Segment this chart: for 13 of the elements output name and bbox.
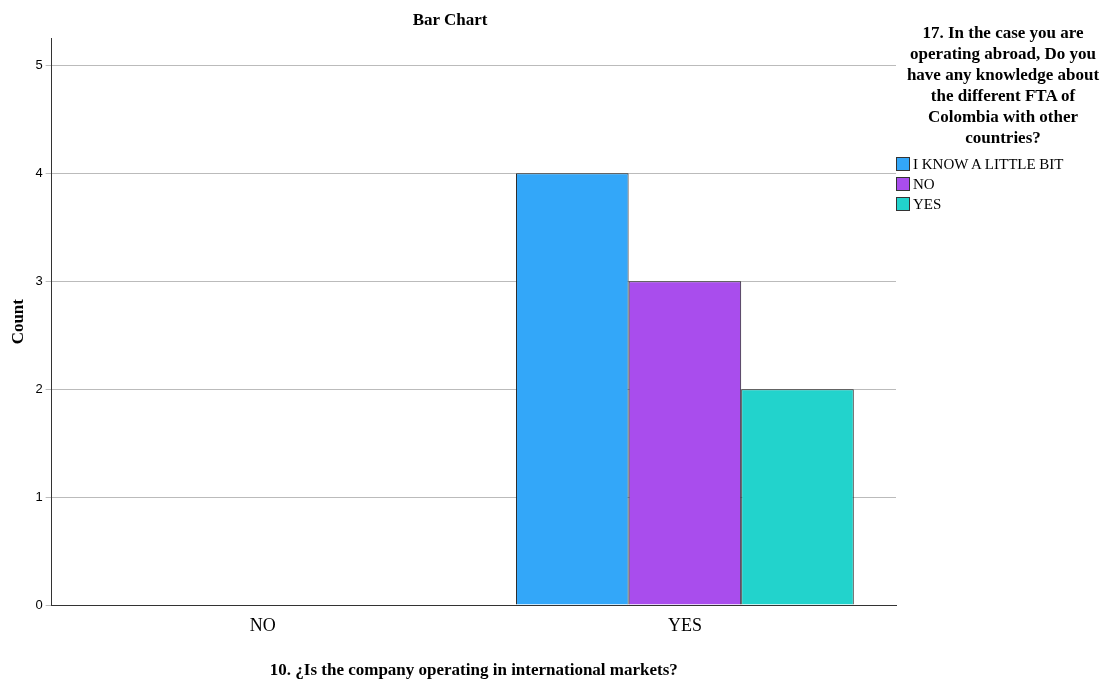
legend-label: I KNOW A LITTLE BIT — [913, 155, 1064, 173]
x-axis-title: 10. ¿Is the company operating in international markets? — [269, 660, 678, 680]
y-tick-label: 3 — [35, 272, 43, 288]
chart-title: Bar Chart — [412, 9, 488, 29]
y-tick-label: 1 — [35, 488, 43, 504]
y-tick-label: 2 — [35, 380, 43, 396]
y-tick-label: 4 — [35, 164, 43, 180]
y-tick-label: 5 — [35, 56, 43, 72]
legend-label: NO — [913, 175, 935, 193]
legend-label: YES — [913, 195, 942, 213]
legend-title: 17. In the case you are operating abroad, Do you have any knowledge about the different FTA of Colombia with other countries? — [905, 22, 1101, 148]
y-tick-label: 0 — [35, 596, 43, 612]
y-axis-title: Count — [7, 298, 27, 345]
